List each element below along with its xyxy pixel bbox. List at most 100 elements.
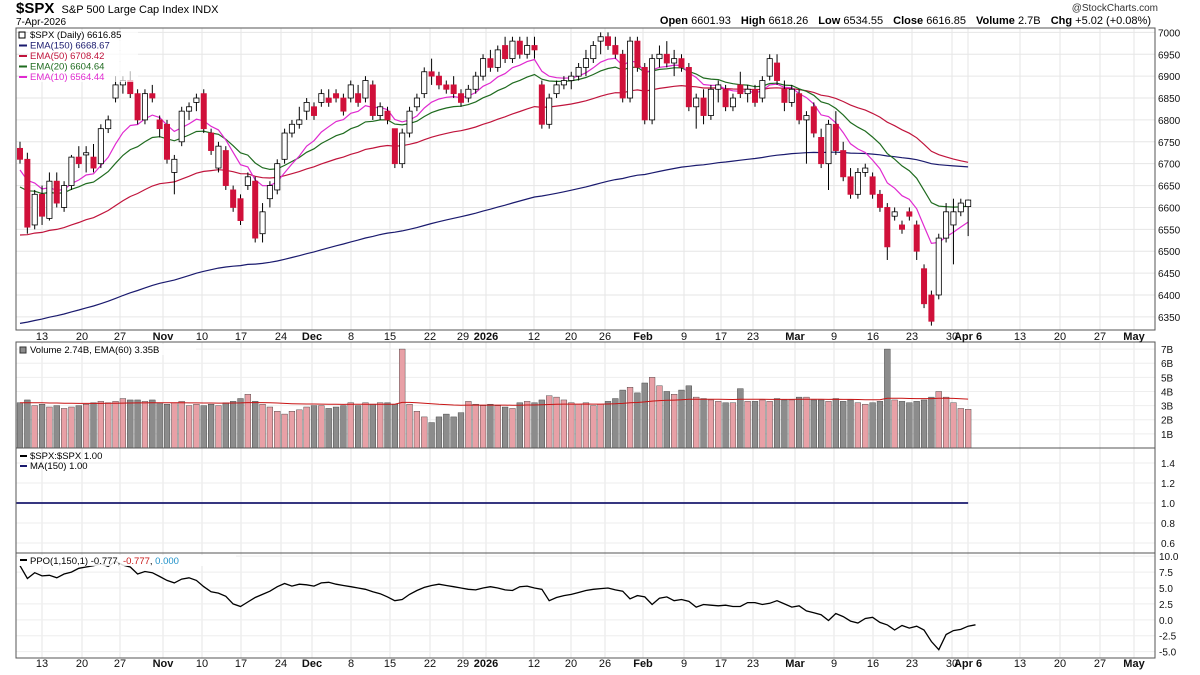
candle-body (575, 66, 582, 77)
volume-bar (450, 416, 457, 449)
x-axis-label-bottom: 20 (76, 658, 88, 670)
candle-body (112, 84, 119, 99)
candle-body (693, 97, 700, 108)
volume-bar (222, 402, 229, 449)
candle-body (362, 80, 369, 99)
volume-bar (671, 394, 678, 449)
candle-body (832, 123, 839, 151)
volume-bar (913, 401, 920, 449)
candle-body (627, 40, 634, 99)
candle (355, 84, 362, 107)
volume-bar (729, 402, 737, 449)
ratio-y-tick: 1.0 (1161, 499, 1175, 510)
candle-body (678, 58, 685, 68)
candle (766, 54, 773, 81)
candle-body (31, 193, 38, 226)
candle (487, 49, 494, 72)
volume-bar (215, 405, 222, 449)
candle-body (935, 237, 942, 296)
candle (163, 119, 170, 164)
candle (340, 93, 347, 116)
x-axis-label-top: Nov (153, 331, 175, 343)
ppo-y-tick: 5.0 (1159, 584, 1173, 595)
legend-bg (28, 61, 138, 72)
symbol-description: S&P 500 Large Cap Index INDX (61, 4, 219, 16)
candle-body (950, 211, 957, 226)
candle (847, 168, 854, 199)
candle-body (90, 156, 97, 169)
x-axis-label-top: 26 (599, 331, 611, 343)
change-value: +5.02 (+0.08%) (1075, 15, 1151, 27)
candle (663, 41, 670, 68)
candle-body (406, 110, 413, 134)
candle-body (443, 84, 450, 90)
close-value: 6616.85 (926, 15, 966, 27)
candle-body (582, 58, 589, 68)
volume-bar (604, 401, 612, 449)
candle-body (421, 71, 428, 95)
candle (715, 80, 722, 103)
x-axis-label-top: 20 (76, 331, 88, 343)
volume-bar (685, 385, 692, 449)
volume-ema-line (19, 397, 969, 406)
volume-y-tick: 5B (1161, 373, 1174, 384)
candle-body (259, 211, 266, 235)
candle-body (384, 110, 391, 121)
volume-bar (377, 402, 384, 449)
volume-panel: 7B 6B 5B 4B 3B 2B 1B Volume 2.74B, EMA(60) 3.35… (16, 344, 1174, 449)
candle (46, 172, 53, 221)
legend-bg (28, 51, 138, 61)
volume-bar (597, 403, 604, 449)
volume-bar (200, 405, 207, 449)
x-axis-label-top: 2026 (474, 331, 498, 343)
candle-body (215, 145, 222, 169)
candle-body (325, 97, 332, 103)
candle-body (884, 207, 891, 248)
candle (399, 128, 406, 169)
x-axis-label-bottom: 20 (1054, 658, 1066, 670)
volume-bar (325, 408, 332, 449)
candle (560, 76, 567, 90)
x-axis-label-bottom: 13 (36, 658, 48, 670)
volume-bar (634, 392, 641, 449)
candle (303, 98, 310, 120)
candle (575, 63, 582, 81)
volume-bar (31, 405, 38, 449)
volume-bar (112, 401, 119, 449)
candle (788, 84, 795, 107)
candle-body (744, 88, 751, 95)
volume-value: 2.7B (1018, 15, 1041, 27)
candle-body (524, 45, 531, 55)
x-axis-label-top: 8 (348, 331, 354, 343)
candle (362, 76, 369, 103)
x-axis-label-bottom: 8 (348, 658, 354, 670)
volume-y-tick: 3B (1161, 402, 1174, 413)
volume-bar (296, 409, 303, 449)
candle (913, 220, 920, 260)
candle-body (597, 36, 604, 42)
volume-y-tick: 4B (1161, 387, 1174, 398)
volume-bar (920, 399, 928, 449)
candle (186, 102, 193, 120)
volume-bar (810, 399, 817, 449)
candle-body (854, 172, 861, 195)
price-y-tick: 6600 (1158, 203, 1181, 214)
candle-body (450, 84, 457, 95)
candle (494, 45, 501, 72)
candle-body (127, 80, 134, 95)
candle (582, 49, 589, 77)
volume-bar (75, 405, 82, 449)
price-panel: 7000 6950 6900 6850 6800 6750 6700 6650 6600 6550… (16, 28, 1181, 326)
candle (935, 233, 942, 300)
candle-body (502, 45, 509, 60)
candle-body (413, 97, 420, 108)
candle-body (318, 93, 325, 103)
candle-body (457, 93, 464, 103)
price-y-tick: 7000 (1158, 28, 1181, 39)
volume-bar (502, 406, 509, 449)
candle (90, 143, 97, 173)
volume-bar (435, 416, 443, 449)
candle-body (472, 75, 479, 90)
candle (31, 189, 38, 230)
volume-bar (281, 413, 288, 449)
